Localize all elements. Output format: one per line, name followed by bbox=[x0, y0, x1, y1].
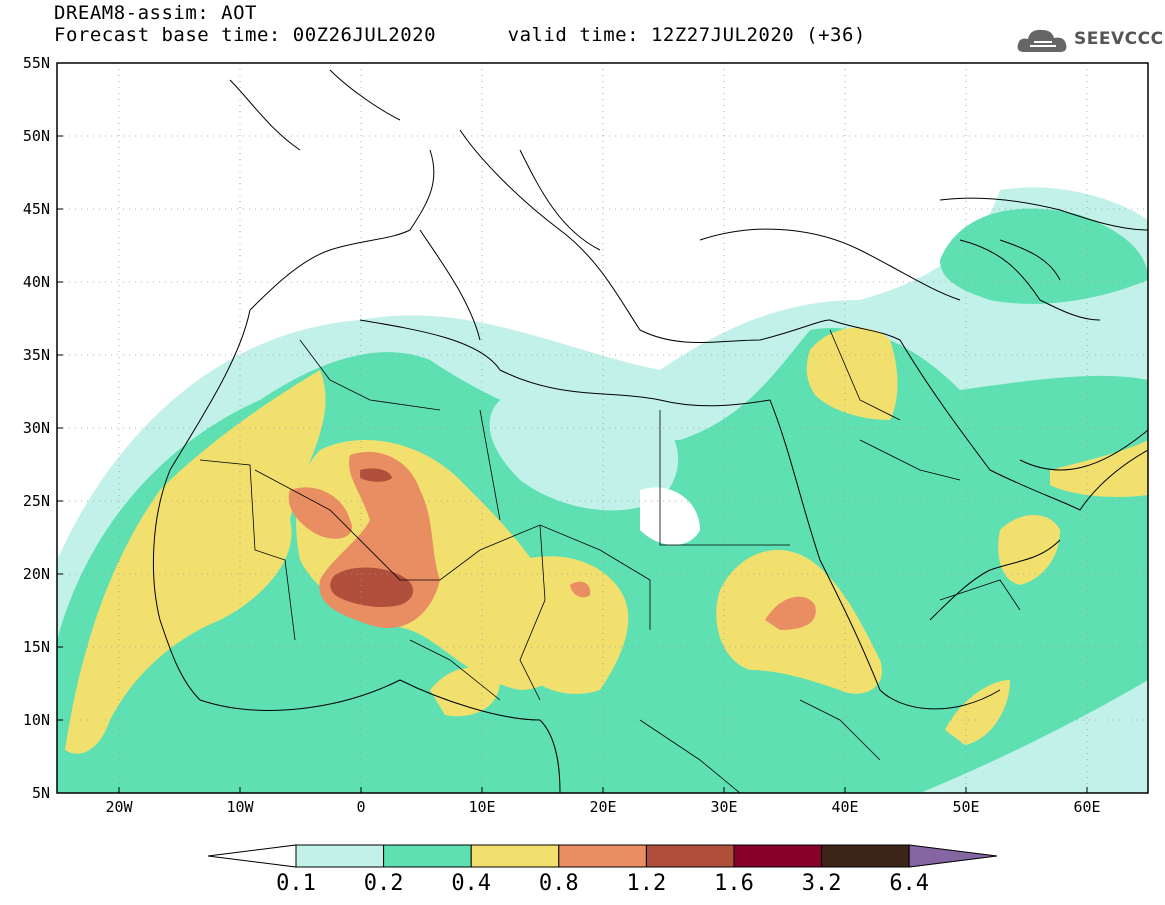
lon-label: 20W bbox=[105, 798, 133, 816]
aot-band-0.2-north bbox=[940, 208, 1148, 304]
colorbar-label: 0.2 bbox=[364, 871, 404, 896]
lat-label: 10N bbox=[23, 711, 50, 729]
map-title: DREAM8-assim: AOT bbox=[54, 2, 257, 24]
lon-label: 30E bbox=[710, 798, 737, 816]
lon-label: 10W bbox=[226, 798, 254, 816]
logo-text: SEEVCCC bbox=[1074, 29, 1164, 49]
longitude-labels: 20W 10W 0 10E 20E 30E 40E 50E 60E bbox=[105, 798, 1100, 816]
lat-label: 15N bbox=[23, 638, 50, 656]
aot-band-0.8-chad bbox=[570, 581, 591, 598]
colorbar-swatch bbox=[645, 844, 735, 868]
lon-label: 10E bbox=[468, 798, 495, 816]
colorbar-swatch bbox=[470, 844, 560, 868]
aot-band-0.4-gulf bbox=[1050, 440, 1148, 497]
colorbar-labels: 0.1 0.2 0.4 0.8 1.2 1.6 3.2 6.4 bbox=[276, 871, 929, 896]
lon-label: 60E bbox=[1073, 798, 1100, 816]
lat-label: 35N bbox=[23, 346, 50, 364]
colorbar-label: 3.2 bbox=[802, 871, 842, 896]
colorbar-swatch bbox=[733, 844, 823, 868]
latitude-labels: 55N 50N 45N 40N 35N 30N 25N 20N 15N 10N … bbox=[23, 54, 50, 802]
lat-label: 50N bbox=[23, 127, 50, 145]
colorbar-swatch bbox=[558, 844, 647, 868]
seevccc-logo: SEEVCCC bbox=[1016, 24, 1163, 56]
forecast-time-line: Forecast base time: 00Z26JUL2020 valid t… bbox=[54, 24, 866, 46]
aot-band-0.8-mali bbox=[288, 487, 352, 539]
cloud-icon bbox=[1017, 29, 1067, 52]
colorbar-swatch bbox=[821, 844, 910, 868]
aot-band-0.8-sudan bbox=[765, 596, 816, 630]
lat-label: 40N bbox=[23, 273, 50, 291]
aot-band-0.4-central bbox=[510, 556, 629, 694]
aot-clear-patch bbox=[489, 400, 679, 511]
borders bbox=[199, 329, 1021, 793]
coastlines bbox=[152, 69, 1148, 793]
lon-label: 0 bbox=[356, 798, 365, 816]
aot-band-0.4-iraq bbox=[806, 327, 898, 420]
aot-band-0.4-oman bbox=[998, 515, 1060, 585]
aot-band-0.4-somalia bbox=[945, 680, 1010, 745]
colorbar-overflow bbox=[908, 844, 998, 868]
aot-clear-patch-2 bbox=[640, 487, 700, 545]
lat-label: 55N bbox=[23, 54, 50, 72]
lon-label: 50E bbox=[952, 798, 979, 816]
tick-marks bbox=[57, 135, 1088, 793]
lat-label: 30N bbox=[23, 419, 50, 437]
colorbar-swatch bbox=[295, 844, 385, 868]
lat-label: 20N bbox=[23, 565, 50, 583]
colorbar-label: 0.1 bbox=[276, 871, 316, 896]
colorbar bbox=[207, 844, 998, 868]
aot-band-0.4-west bbox=[65, 370, 326, 754]
colorbar-label: 6.4 bbox=[889, 871, 929, 896]
aot-field bbox=[57, 63, 1148, 793]
lat-label: 25N bbox=[23, 492, 50, 510]
lon-label: 20E bbox=[589, 798, 616, 816]
aot-band-1.2-north bbox=[360, 468, 392, 482]
colorbar-label: 1.6 bbox=[714, 871, 754, 896]
colorbar-label: 0.4 bbox=[451, 871, 491, 896]
aot-band-0.4-chad bbox=[430, 667, 500, 717]
colorbar-swatch bbox=[383, 844, 472, 868]
colorbar-label: 0.8 bbox=[539, 871, 579, 896]
lat-label: 45N bbox=[23, 200, 50, 218]
colorbar-underflow bbox=[207, 844, 297, 868]
lon-label: 40E bbox=[831, 798, 858, 816]
colorbar-label: 1.2 bbox=[627, 871, 667, 896]
aot-band-1.2-core bbox=[330, 567, 414, 608]
lat-label: 5N bbox=[32, 784, 50, 802]
